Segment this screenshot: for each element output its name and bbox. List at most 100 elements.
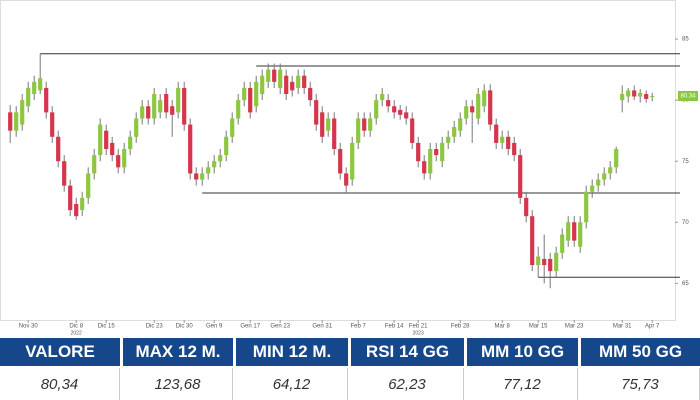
header-cell: RSI 14 GG: [351, 338, 464, 366]
candle-body: [350, 142, 355, 180]
x-tick-label: Mar 15: [529, 324, 548, 330]
candle-body: [278, 69, 283, 88]
candle-body: [92, 155, 97, 174]
candle-body: [56, 136, 61, 162]
candle-body: [320, 112, 325, 137]
candle-body: [440, 142, 445, 162]
value-cell: 123,68: [123, 368, 233, 400]
candle-body: [554, 252, 559, 272]
candle-body: [326, 118, 331, 131]
candle-body: [236, 100, 241, 119]
candle-body: [584, 191, 589, 223]
candle-body: [434, 149, 439, 156]
x-tick-label: Gen 31: [312, 324, 332, 330]
candle-body: [524, 197, 529, 217]
x-tick-label: Mar 31: [613, 324, 632, 330]
value-cell: 64,12: [236, 368, 348, 400]
candle-body: [128, 136, 133, 150]
candle-body: [248, 87, 253, 113]
candle-body: [14, 112, 19, 131]
candle-body: [590, 185, 595, 192]
x-tick-label: Dic 15: [98, 324, 116, 330]
candle-body: [176, 87, 181, 113]
candle-body: [140, 106, 145, 119]
candle-body: [98, 124, 103, 156]
header-cell: MAX 12 M.: [123, 338, 233, 366]
x-tick-label: Mar 23: [565, 324, 584, 330]
x-tick-label: Dic 8: [69, 324, 83, 330]
candle-body: [110, 142, 115, 156]
candle-body: [242, 87, 247, 101]
candle-body: [68, 185, 73, 211]
candle-body: [302, 75, 307, 88]
candle-body: [614, 149, 619, 168]
candle-body: [416, 142, 421, 162]
candle-body: [470, 106, 475, 113]
candle-body: [200, 173, 205, 180]
x-year-label: 2023: [413, 330, 424, 336]
candle-body: [608, 167, 613, 174]
x-tick-label: Gen 23: [270, 324, 290, 330]
candle-body: [122, 149, 127, 168]
candle-body: [560, 234, 565, 253]
candle-body: [290, 81, 295, 91]
candle-body: [620, 94, 625, 101]
candle-body: [308, 87, 313, 101]
x-tick-label: Mar 8: [495, 324, 511, 330]
value-cell: 80,34: [0, 368, 120, 400]
candle-body: [506, 136, 511, 150]
candle-body: [446, 136, 451, 143]
candle-body: [404, 112, 409, 119]
x-tick-label: Feb 21: [409, 324, 428, 330]
candle-body: [602, 173, 607, 180]
header-cell: MIN 12 M.: [236, 338, 348, 366]
candle-body: [38, 78, 43, 91]
candle-body: [116, 155, 121, 168]
x-tick-label: Feb 14: [385, 324, 404, 330]
candle-body: [170, 106, 175, 115]
candle-body: [482, 90, 487, 107]
y-tick-label: 65: [682, 281, 689, 287]
candle-body: [362, 118, 367, 131]
candle-body: [188, 124, 193, 174]
candle-body: [632, 90, 637, 97]
candle-body: [410, 118, 415, 143]
x-tick-label: Feb 28: [451, 324, 470, 330]
candle-body: [164, 94, 169, 113]
x-tick-label: Apr 7: [645, 324, 660, 330]
header-cell: VALORE: [0, 338, 120, 366]
stats-table: VALORE MAX 12 M. MIN 12 M. RSI 14 GG MM 10 G…: [0, 338, 700, 400]
candle-body: [62, 161, 67, 186]
candle-body: [32, 81, 37, 95]
candle-body: [638, 92, 643, 97]
candle-body: [386, 100, 391, 107]
x-tick-label: Dic 30: [176, 324, 194, 330]
candle-body: [392, 106, 397, 113]
candle-body: [644, 94, 649, 99]
y-tick-label: 75: [682, 159, 689, 165]
candle-body: [572, 222, 577, 241]
candle-body: [44, 87, 49, 113]
candle-body: [8, 112, 13, 131]
candle-body: [356, 118, 361, 143]
candle-body: [230, 118, 235, 137]
candle-body: [488, 90, 493, 125]
candle-body: [518, 155, 523, 198]
candle-body: [542, 258, 547, 266]
x-year-label: 2022: [71, 330, 82, 336]
x-tick-label: Dic 23: [146, 324, 164, 330]
candle-body: [134, 118, 139, 137]
candle-body: [194, 173, 199, 180]
candle-body: [296, 75, 301, 88]
candle-body: [338, 149, 343, 174]
candle-body: [80, 197, 85, 211]
candle-body: [578, 222, 583, 247]
candle-body: [260, 75, 265, 95]
candle-body: [374, 100, 379, 119]
candle-body: [626, 90, 631, 97]
candle-body: [530, 216, 535, 266]
candle-body: [272, 69, 277, 82]
last-price-label: 80.34: [680, 94, 696, 100]
plot-frame: [0, 0, 676, 321]
